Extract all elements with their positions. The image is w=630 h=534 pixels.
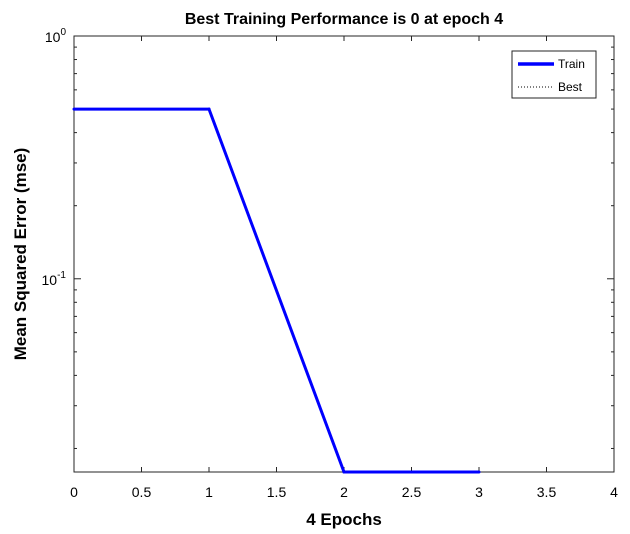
series-point-train xyxy=(72,107,76,111)
series-layer xyxy=(72,107,481,474)
x-tick-label: 2 xyxy=(340,484,348,500)
x-tick-label: 1 xyxy=(205,484,213,500)
series-line-train xyxy=(74,107,479,474)
y-tick-base: 10 xyxy=(45,29,61,45)
legend-best-label: Best xyxy=(558,80,583,94)
legend-train-label: Train xyxy=(558,57,585,71)
series-point-train xyxy=(477,470,481,474)
x-tick-label: 0 xyxy=(70,484,78,500)
x-tick-label: 0.5 xyxy=(132,484,152,500)
x-tick-label: 1.5 xyxy=(267,484,287,500)
series-point-train xyxy=(342,470,346,474)
x-axis-label: 4 Epochs xyxy=(306,510,382,529)
series-point-train xyxy=(207,107,211,111)
y-axis-label: Mean Squared Error (mse) xyxy=(11,148,30,361)
x-tick-label: 3 xyxy=(475,484,483,500)
chart-title: Best Training Performance is 0 at epoch … xyxy=(185,11,503,28)
y-tick-label: 100 xyxy=(45,27,67,45)
y-tick-label: 10-1 xyxy=(42,270,67,288)
x-tick-label: 3.5 xyxy=(537,484,557,500)
y-tick-exponent: 0 xyxy=(60,27,66,38)
legend-box xyxy=(511,50,597,99)
x-axis: 0 0.5 1 1.5 2 2.5 3 3.5 4 xyxy=(70,36,618,500)
x-tick-label: 4 xyxy=(610,484,618,500)
x-tick-label: 2.5 xyxy=(402,484,422,500)
y-tick-base: 10 xyxy=(42,272,58,288)
plot-area xyxy=(73,35,615,473)
legend: Train Best xyxy=(511,50,597,99)
y-tick-exponent: -1 xyxy=(57,270,66,281)
